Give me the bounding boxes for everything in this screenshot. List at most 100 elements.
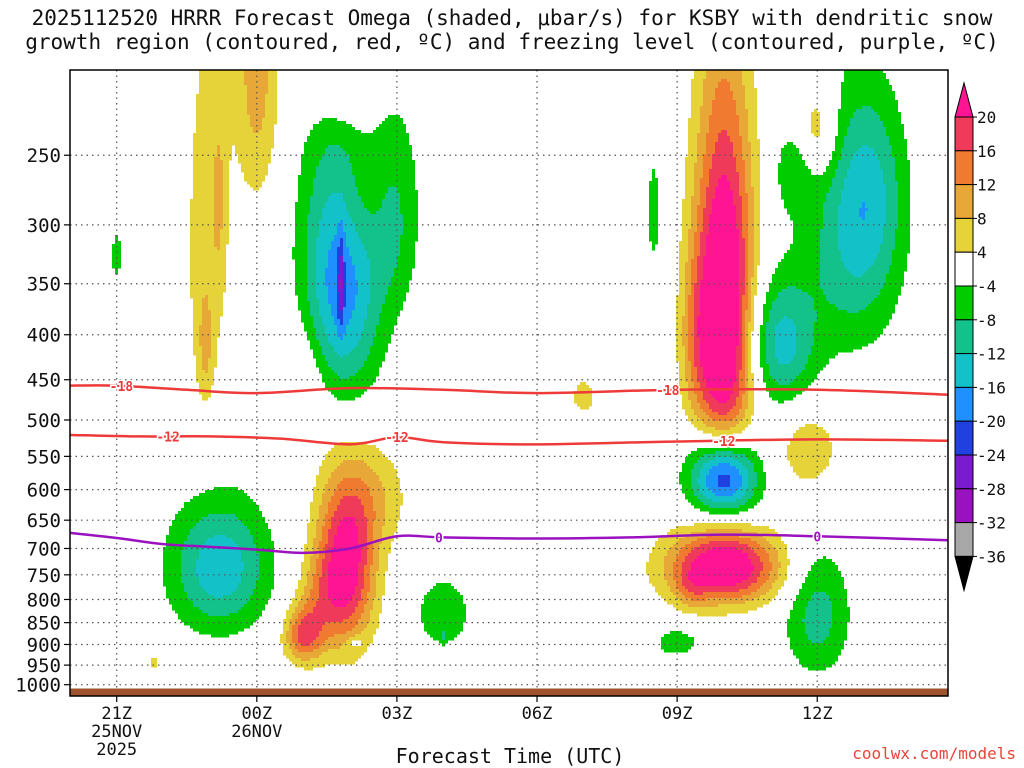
omega-shade-cell <box>667 583 676 587</box>
omega-shade-cell <box>739 325 742 329</box>
omega-shade-cell <box>373 559 379 563</box>
omega-shade-cell <box>649 208 658 212</box>
omega-shade-cell <box>355 520 367 524</box>
omega-shade-cell <box>745 379 748 383</box>
omega-shade-cell <box>760 358 766 362</box>
omega-shade-cell <box>673 565 682 569</box>
omega-shade-cell <box>796 343 814 347</box>
omega-shade-cell <box>316 562 322 566</box>
omega-shade-cell <box>358 541 367 545</box>
omega-shade-cell <box>676 355 685 359</box>
omega-shade-cell <box>733 91 745 95</box>
omega-shade-cell <box>301 598 307 602</box>
omega-shade-cell <box>328 481 340 485</box>
omega-shade-cell <box>316 175 355 179</box>
omega-shade-cell <box>241 553 259 557</box>
omega-shade-cell <box>346 331 361 335</box>
omega-shade-cell <box>847 175 883 179</box>
omega-shade-cell <box>331 307 337 311</box>
omega-shade-cell <box>763 319 769 323</box>
omega-shade-cell <box>685 313 688 317</box>
omega-shade-cell <box>718 475 730 479</box>
omega-shade-cell <box>331 343 358 347</box>
omega-shade-cell <box>307 538 313 542</box>
omega-shade-cell <box>193 313 202 317</box>
omega-shade-cell <box>775 346 796 350</box>
omega-shade-cell <box>196 571 241 575</box>
omega-shade-cell <box>190 214 214 218</box>
omega-shade-cell <box>736 163 745 167</box>
omega-shade-cell <box>832 616 850 620</box>
omega-shade-cell <box>244 73 268 77</box>
omega-shade-cell <box>361 556 367 560</box>
omega-shade-cell <box>343 274 346 278</box>
omega-shade-cell <box>712 433 733 437</box>
omega-shade-cell <box>340 271 343 275</box>
omega-shade-cell <box>709 415 736 419</box>
omega-shade-cell <box>328 568 358 572</box>
omega-shade-cell <box>694 166 703 170</box>
omega-shade-cell <box>745 355 748 359</box>
omega-shade-cell <box>841 193 886 197</box>
omega-shade-cell <box>346 268 355 272</box>
omega-shade-cell <box>292 661 355 665</box>
omega-shade-cell <box>163 562 181 566</box>
omega-shade-cell <box>325 277 337 281</box>
omega-shade-cell <box>694 241 700 245</box>
omega-shade-cell <box>328 199 343 203</box>
omega-shade-cell <box>886 280 904 284</box>
omega-shade-cell <box>706 139 718 143</box>
omega-shade-cell <box>679 391 688 395</box>
omega-shade-cell <box>736 223 742 227</box>
omega-shade-cell <box>337 250 343 254</box>
omega-shade-cell <box>319 466 337 470</box>
omega-shade-cell <box>760 334 766 338</box>
omega-shade-cell <box>691 91 703 95</box>
omega-shade-cell <box>382 310 400 314</box>
omega-shade-cell <box>730 484 742 488</box>
omega-shade-cell <box>880 160 895 164</box>
omega-shade-cell <box>841 106 862 110</box>
omega-shade-cell <box>703 271 739 275</box>
omega-shade-cell <box>838 235 883 239</box>
omega-shade-cell <box>670 589 679 593</box>
omega-shade-cell <box>748 376 754 380</box>
omega-shade-cell <box>841 157 853 161</box>
omega-shade-cell <box>577 385 589 389</box>
omega-shade-cell <box>694 307 700 311</box>
omega-shade-cell <box>880 115 901 119</box>
omega-shade-cell <box>181 508 259 512</box>
omega-shade-cell <box>325 520 331 524</box>
omega-shade-cell <box>763 562 772 566</box>
omega-shade-cell <box>370 265 397 269</box>
omega-shade-cell <box>736 364 742 368</box>
omega-shade-cell <box>346 325 364 329</box>
omega-shade-cell <box>244 172 268 176</box>
omega-shade-cell <box>331 598 352 602</box>
omega-shade-cell <box>814 298 826 302</box>
omega-shade-cell <box>667 601 682 605</box>
omega-shade-cell <box>247 91 268 95</box>
omega-shade-cell <box>685 364 691 368</box>
omega-shade-cell <box>685 268 691 272</box>
omega-shade-cell <box>685 379 691 383</box>
omega-shade-cell <box>202 319 211 323</box>
omega-shade-cell <box>703 466 712 470</box>
omega-shade-cell <box>844 136 889 140</box>
omega-shade-cell <box>802 664 832 668</box>
omega-shade-cell <box>739 118 748 122</box>
omega-shade-cell <box>805 424 817 428</box>
omega-shade-cell <box>745 190 754 194</box>
omega-shade-cell <box>658 592 673 596</box>
omega-shade-cell <box>340 244 343 248</box>
omega-shade-cell <box>376 334 391 338</box>
omega-shade-cell <box>895 157 907 161</box>
omega-shade-cell <box>742 340 745 344</box>
omega-shade-cell <box>745 268 748 272</box>
omega-shade-cell <box>364 361 382 365</box>
omega-shade-cell <box>712 499 736 503</box>
omega-shade-cell <box>298 304 310 308</box>
omega-shade-cell <box>751 592 766 596</box>
omega-shade-cell <box>349 319 364 323</box>
omega-shade-cell <box>679 268 685 272</box>
